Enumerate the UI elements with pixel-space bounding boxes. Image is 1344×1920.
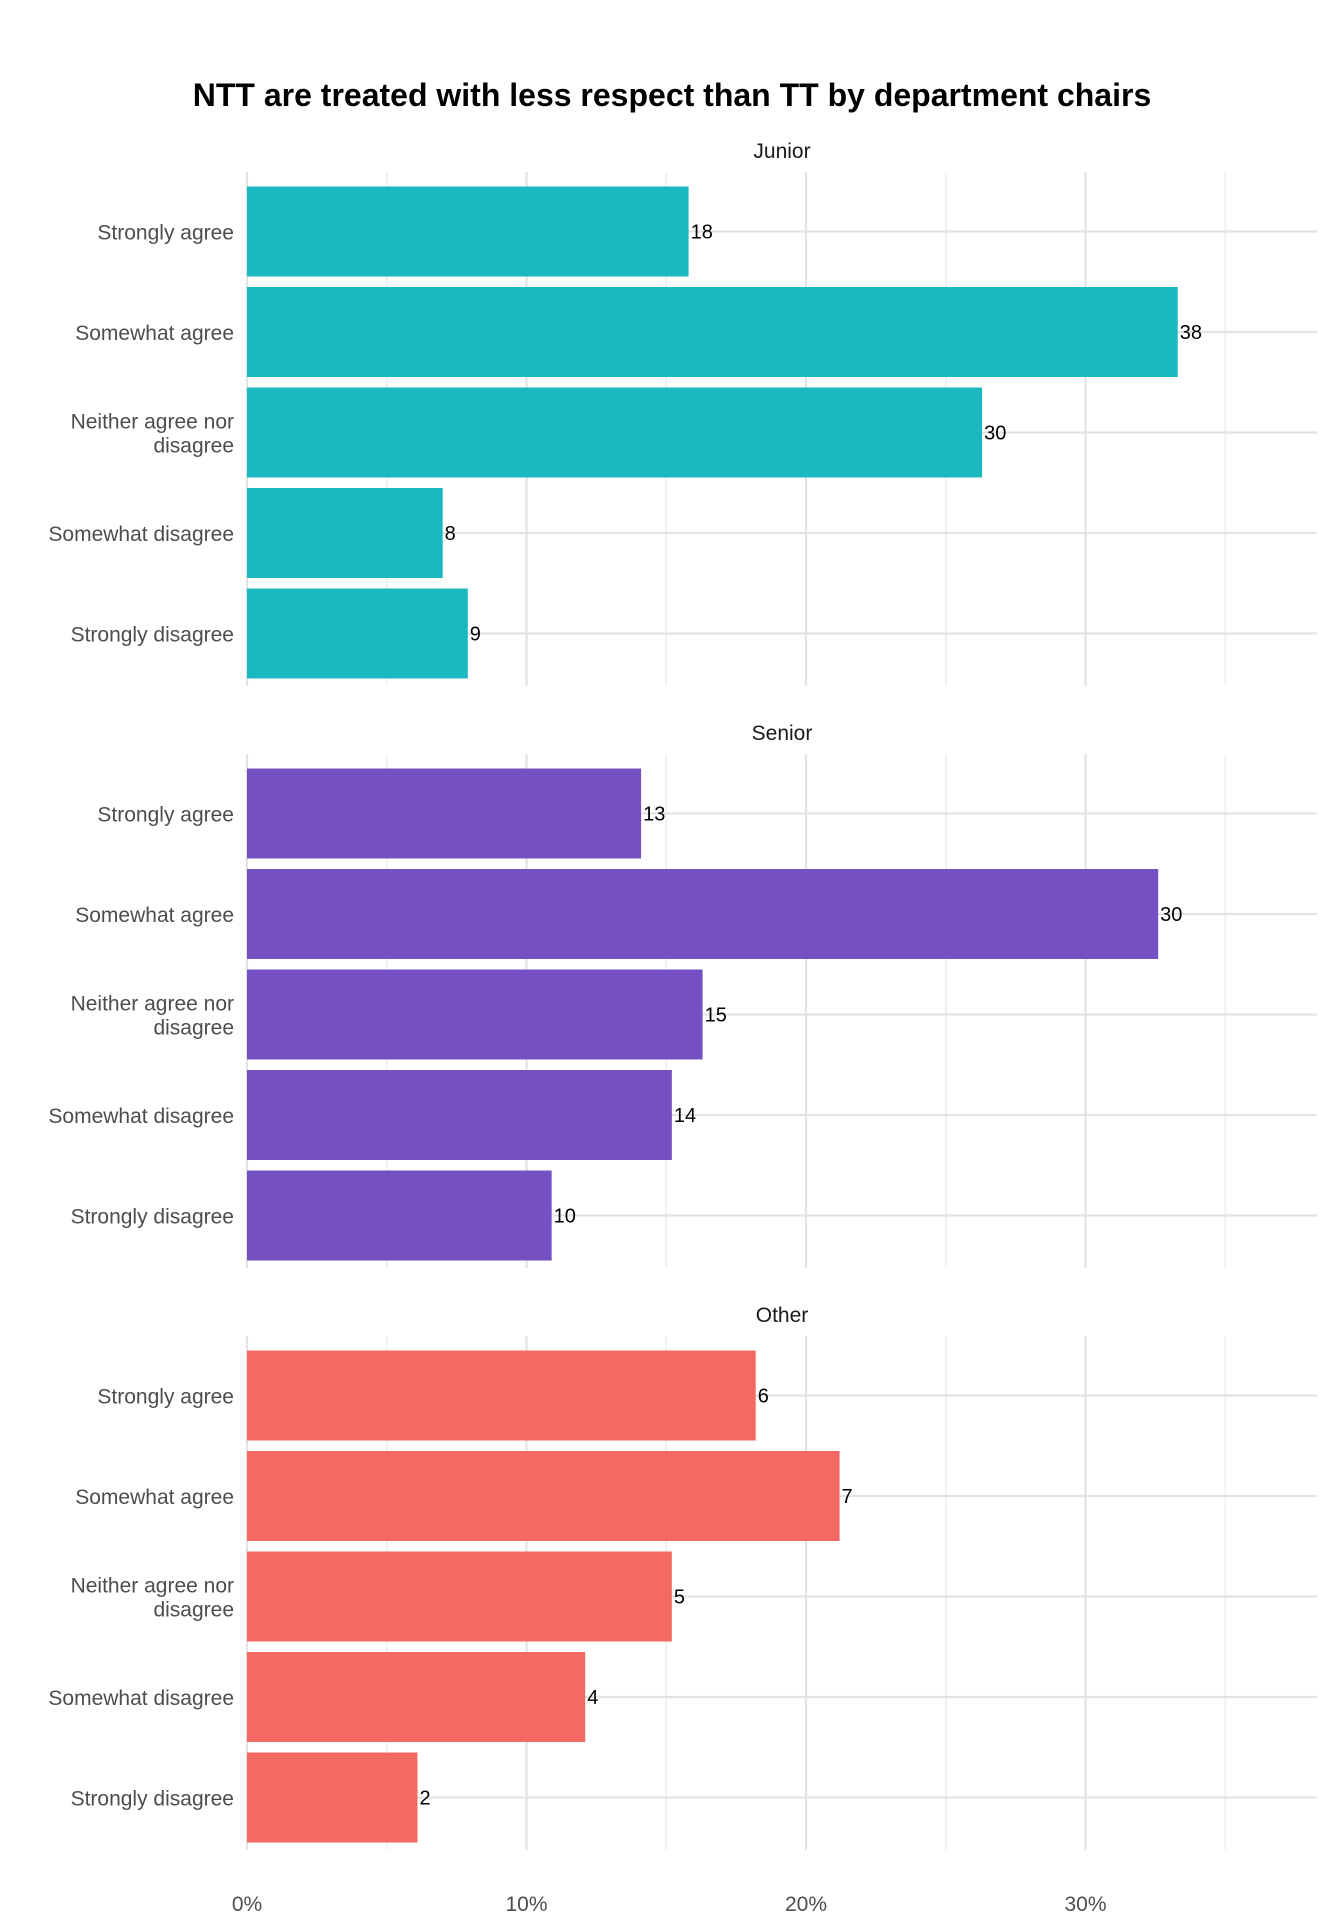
bar (247, 1350, 756, 1441)
facet-panel-other: Other 6 Strongly agree 7 Somewhat agree 5 Neit… (48, 1304, 1317, 1850)
category-label: Neither agree nor disagree (71, 1575, 234, 1622)
category-label-line: Neither agree nor (71, 1575, 234, 1598)
data-label: 2 (419, 1788, 430, 1810)
bar (247, 186, 689, 277)
x-tick-label: 20% (785, 1893, 827, 1916)
facet-label: Senior (752, 722, 813, 745)
category-label: Strongly agree (97, 1386, 234, 1409)
x-tick-label: 0% (232, 1893, 262, 1916)
category-label: Strongly disagree (71, 1206, 234, 1229)
bar (247, 387, 983, 478)
bar (247, 1170, 552, 1261)
data-label: 15 (705, 1005, 727, 1027)
plot-area: Junior 18 Strongly agree 38 Somewhat agree 30… (48, 140, 1317, 1916)
category-label: Strongly disagree (71, 624, 234, 647)
bar (247, 488, 443, 578)
bar (247, 1451, 840, 1541)
data-label: 18 (691, 222, 713, 244)
data-label: 30 (984, 423, 1006, 445)
facet-label: Other (756, 1304, 809, 1327)
data-label: 10 (554, 1206, 576, 1228)
data-label: 7 (842, 1486, 853, 1508)
category-label: Somewhat agree (75, 904, 234, 927)
category-label-line: disagree (153, 1599, 234, 1622)
data-label: 14 (674, 1105, 696, 1127)
bar (247, 1551, 672, 1642)
category-label: Neither agree nor disagree (71, 993, 234, 1040)
facet-panel-senior: Senior 13 Strongly agree 30 Somewhat agree 15… (48, 722, 1317, 1268)
facet-panel-junior: Junior 18 Strongly agree 38 Somewhat agree 30… (48, 140, 1317, 686)
bar (247, 287, 1178, 377)
bar (247, 1070, 672, 1160)
data-label: 8 (445, 523, 456, 545)
category-label-line: disagree (153, 435, 234, 458)
x-tick-label: 10% (505, 1893, 547, 1916)
category-label-line: Neither agree nor (71, 411, 234, 434)
x-tick-label: 30% (1064, 1893, 1106, 1916)
data-label: 13 (643, 804, 665, 826)
data-label: 38 (1180, 322, 1202, 344)
bar (247, 869, 1159, 959)
category-label: Somewhat disagree (48, 1105, 234, 1128)
bar (247, 1652, 586, 1742)
category-label: Strongly disagree (71, 1788, 234, 1811)
category-label-line: Neither agree nor (71, 993, 234, 1016)
category-label: Strongly agree (97, 222, 234, 245)
bar (247, 768, 642, 859)
category-label: Somewhat agree (75, 1486, 234, 1509)
data-label: 5 (674, 1587, 685, 1609)
bar (247, 969, 703, 1060)
data-label: 9 (470, 624, 481, 646)
facet-label: Junior (753, 140, 810, 163)
category-label-line: disagree (153, 1017, 234, 1040)
category-label: Somewhat disagree (48, 1687, 234, 1710)
data-label: 30 (1160, 904, 1182, 926)
category-label: Somewhat agree (75, 322, 234, 345)
data-label: 6 (758, 1386, 769, 1408)
bar (247, 588, 468, 679)
category-label: Somewhat disagree (48, 523, 234, 546)
bar (247, 1752, 418, 1843)
chart-title: NTT are treated with less respect than T… (193, 77, 1151, 113)
category-label: Strongly agree (97, 804, 234, 827)
category-label: Neither agree nor disagree (71, 411, 234, 458)
data-label: 4 (587, 1687, 598, 1709)
